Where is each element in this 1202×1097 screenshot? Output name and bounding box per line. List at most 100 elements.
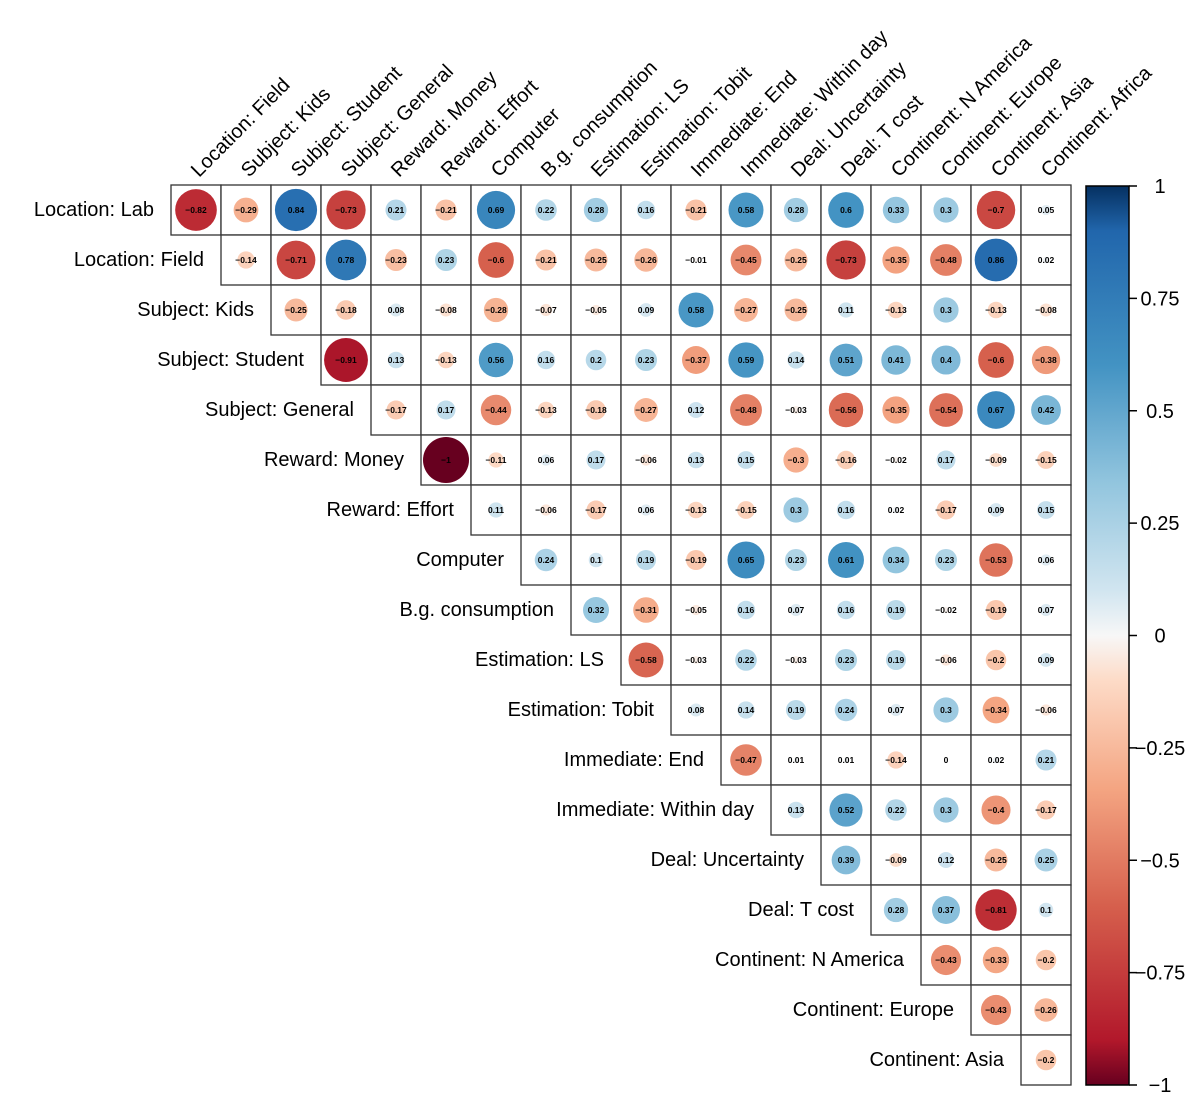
correlation-circle xyxy=(882,246,910,274)
correlation-circle xyxy=(789,603,803,617)
correlation-circle xyxy=(985,599,1007,621)
correlation-value: 0.14 xyxy=(788,355,805,365)
correlation-value: −0.3 xyxy=(788,455,805,465)
correlation-value: −0.03 xyxy=(785,655,807,665)
correlation-circle xyxy=(734,298,758,322)
correlation-circle xyxy=(787,351,805,369)
correlation-value: −0.08 xyxy=(1035,305,1057,315)
correlation-circle xyxy=(737,501,755,519)
correlation-circle xyxy=(634,398,658,422)
correlation-value: 0.19 xyxy=(638,555,655,565)
correlation-value: 0.19 xyxy=(788,705,805,715)
correlation-circle xyxy=(1039,303,1053,317)
correlation-value: −0.21 xyxy=(535,255,557,265)
correlation-value-labels: −0.82 −0.29 0.84 −0.73 0.21 −0.21 0.69 0.22 0.28… xyxy=(185,205,1057,1065)
correlation-circle xyxy=(882,196,910,224)
correlation-circle xyxy=(933,197,959,223)
correlation-circle xyxy=(889,703,903,717)
correlation-value: −0.25 xyxy=(585,255,607,265)
correlation-circle xyxy=(634,348,658,372)
correlation-value: 0.1 xyxy=(590,555,602,565)
correlation-value: −0.16 xyxy=(835,455,857,465)
correlation-circle xyxy=(892,456,900,464)
correlation-value: 0.06 xyxy=(538,455,555,465)
correlation-value: −0.35 xyxy=(885,405,907,415)
correlation-value: 0.05 xyxy=(1038,205,1055,215)
correlation-circle xyxy=(586,450,606,470)
correlation-circle xyxy=(836,500,856,520)
correlation-circle xyxy=(1040,704,1052,716)
row-label: Subject: Student xyxy=(157,349,304,371)
correlation-circle xyxy=(588,552,604,568)
correlation-circle xyxy=(586,500,606,520)
correlation-value: −0.06 xyxy=(1035,705,1057,715)
correlation-circle xyxy=(325,239,367,281)
correlation-circle xyxy=(634,248,658,272)
correlation-value: −0.02 xyxy=(885,455,907,465)
correlation-value: −0.27 xyxy=(735,305,757,315)
correlation-value: −0.02 xyxy=(935,605,957,615)
correlation-circle xyxy=(483,297,509,323)
correlation-value: −0.18 xyxy=(335,305,357,315)
correlation-value: 0.23 xyxy=(938,555,955,565)
correlation-value: 0.02 xyxy=(988,755,1005,765)
correlation-circle xyxy=(978,342,1014,378)
correlation-value: 0.42 xyxy=(1038,405,1055,415)
correlation-circle xyxy=(930,944,962,976)
correlation-circle xyxy=(783,447,809,473)
correlation-circle xyxy=(975,889,1017,931)
colorbar-tick-label: −0.5 xyxy=(1140,850,1179,872)
correlation-circle xyxy=(639,303,653,317)
correlation-circle xyxy=(792,406,800,414)
correlation-value: −0.73 xyxy=(835,255,857,265)
correlation-value: 0.28 xyxy=(788,205,805,215)
correlation-value: 0.3 xyxy=(790,505,802,515)
correlation-value: 0.16 xyxy=(638,205,655,215)
correlation-value: −0.15 xyxy=(735,505,757,515)
correlation-value: 0.21 xyxy=(1038,755,1055,765)
correlation-value: −0.21 xyxy=(435,205,457,215)
row-label: Deal: T cost xyxy=(748,899,854,921)
correlation-circle xyxy=(1037,501,1055,519)
correlation-circle xyxy=(838,302,854,318)
correlation-circle xyxy=(831,845,861,875)
correlation-value: 0.23 xyxy=(788,555,805,565)
correlation-value: 0.58 xyxy=(688,305,705,315)
correlation-circle xyxy=(982,946,1010,974)
correlation-circle xyxy=(384,248,408,272)
correlation-circle xyxy=(1034,848,1058,872)
correlation-circle xyxy=(326,190,366,230)
grid-cell xyxy=(370,234,422,286)
correlation-value: 0.17 xyxy=(938,455,955,465)
correlation-circle xyxy=(534,548,558,572)
correlation-circle xyxy=(1040,554,1052,566)
correlation-circle xyxy=(737,701,755,719)
correlation-circle xyxy=(989,453,1003,467)
correlation-value: 0.52 xyxy=(838,805,855,815)
correlation-value: −0.33 xyxy=(985,955,1007,965)
correlation-circle xyxy=(989,503,1003,517)
grid-cell xyxy=(770,784,822,836)
correlation-circle xyxy=(488,502,504,518)
correlation-circle xyxy=(640,454,652,466)
correlation-value: −0.71 xyxy=(285,255,307,265)
correlation-circle xyxy=(586,400,606,420)
correlation-circle xyxy=(727,541,765,579)
correlation-value: −0.25 xyxy=(985,855,1007,865)
correlation-value: 0.34 xyxy=(888,555,905,565)
correlation-circle xyxy=(783,497,809,523)
correlation-circle xyxy=(889,853,903,867)
correlation-circle xyxy=(276,240,316,280)
correlation-circle xyxy=(540,454,552,466)
correlation-value: −0.17 xyxy=(585,505,607,515)
correlation-circle xyxy=(929,393,963,427)
correlation-circle xyxy=(1039,603,1053,617)
row-label: Computer xyxy=(416,549,504,571)
correlation-circle xyxy=(478,342,514,378)
row-label: Location: Lab xyxy=(34,199,154,221)
correlation-value: −0.27 xyxy=(635,405,657,415)
correlation-circle xyxy=(583,197,609,223)
correlation-value: 0.58 xyxy=(738,205,755,215)
correlation-circle xyxy=(336,300,356,320)
